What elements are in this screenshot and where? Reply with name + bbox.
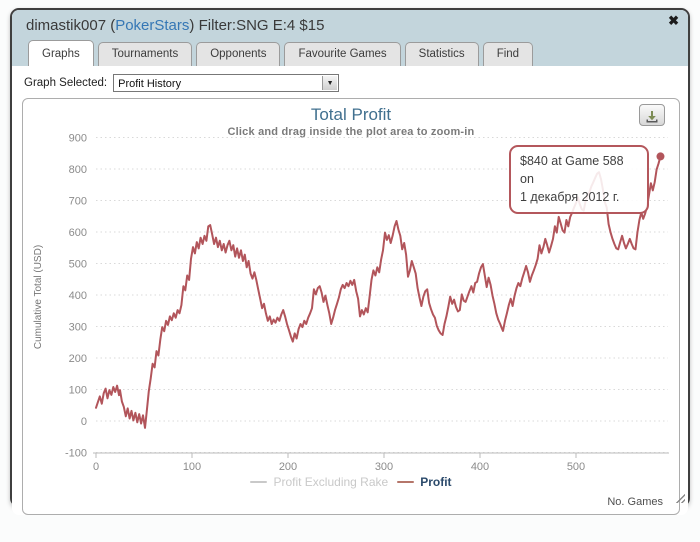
x-tick-labels: 0 100 200 300 400 500	[93, 461, 585, 473]
close-icon[interactable]: ✖	[668, 13, 679, 28]
profit-chart-plot[interactable]: 900 800 700 600 500 400 300 200 100 0 -100 0 100 200 3…	[23, 127, 680, 477]
graph-selector-row: Graph Selected: Profit History ▼	[22, 72, 680, 98]
x-tick-label: 0	[93, 461, 99, 473]
dialog-title: dimastik007 (PokerStars) Filter:SNG E:4 …	[26, 17, 674, 34]
graph-selected-label: Graph Selected:	[24, 77, 108, 89]
legend-label: Profit Excluding Rake	[273, 475, 389, 489]
x-axis-title: No. Games	[607, 496, 663, 508]
y-tick-label: 300	[69, 322, 87, 334]
chart-title: Total Profit	[310, 105, 392, 124]
legend-item-profit[interactable]: Profit	[397, 475, 452, 489]
y-tick-label: 900	[69, 133, 87, 145]
y-axis-title: Cumulative Total (USD)	[33, 245, 44, 349]
profit-line-series	[95, 155, 662, 429]
filter-text: ) Filter:SNG E:4 $15	[189, 17, 325, 34]
dialog-titlebar: dimastik007 (PokerStars) Filter:SNG E:4 …	[12, 10, 688, 40]
y-tick-label: 100	[69, 385, 87, 397]
y-tick-label: 0	[81, 416, 87, 428]
legend-dash-icon	[397, 481, 415, 483]
tab-favourite-games[interactable]: Favourite Games	[284, 42, 401, 66]
tab-graphs[interactable]: Graphs	[28, 40, 94, 66]
chevron-down-icon[interactable]: ▼	[322, 76, 338, 90]
download-button[interactable]	[639, 104, 665, 126]
x-axis	[93, 452, 669, 458]
tab-statistics[interactable]: Statistics	[404, 42, 479, 66]
end-point-marker	[656, 152, 665, 161]
y-tick-label: -100	[65, 448, 87, 460]
y-tick-label: 700	[69, 196, 87, 208]
y-tick-label: 800	[69, 164, 87, 176]
legend-label: Profit	[420, 475, 452, 489]
legend-dash-icon	[250, 481, 268, 483]
y-tick-label: 200	[69, 353, 87, 365]
download-icon	[646, 110, 658, 122]
player-name: dimastik007 (	[26, 17, 116, 34]
x-tick-label: 200	[279, 461, 297, 473]
dialog-content: Graph Selected: Profit History ▼ Total P…	[12, 66, 688, 515]
y-tick-label: 500	[69, 259, 87, 271]
y-tick-label: 600	[69, 227, 87, 239]
tab-opponents[interactable]: Opponents	[196, 42, 281, 66]
x-tick-label: 300	[375, 461, 393, 473]
tab-find[interactable]: Find	[482, 42, 534, 66]
tab-bar: Graphs Tournaments Opponents Favourite Game…	[12, 40, 688, 66]
player-stats-dialog: dimastik007 (PokerStars) Filter:SNG E:4 …	[10, 8, 690, 515]
chart-subtitle: Click and drag inside the plot area to z…	[227, 126, 475, 138]
y-tick-labels: 900 800 700 600 500 400 300 200 100 0 -100	[65, 133, 87, 460]
chart-legend: Profit Excluding Rake Profit	[23, 475, 679, 489]
tooltip-line-1: $840 at Game 588 on	[520, 154, 624, 187]
pokerstars-link[interactable]: PokerStars	[115, 17, 190, 34]
legend-item-profit-excluding-rake[interactable]: Profit Excluding Rake	[250, 475, 388, 489]
x-tick-label: 500	[567, 461, 585, 473]
x-tick-label: 400	[471, 461, 489, 473]
x-tick-label: 100	[183, 461, 201, 473]
chart-panel: Total Profit Click and drag inside the p…	[22, 98, 680, 515]
graph-type-value: Profit History	[118, 78, 182, 90]
resize-handle-icon[interactable]	[674, 492, 685, 503]
graph-type-select[interactable]: Profit History ▼	[113, 74, 340, 92]
y-tick-label: 400	[69, 290, 87, 302]
tab-tournaments[interactable]: Tournaments	[97, 42, 193, 66]
tooltip-line-2: 1 декабря 2012 г.	[520, 190, 620, 205]
chart-tooltip: $840 at Game 588 on 1 декабря 2012 г.	[509, 145, 649, 215]
